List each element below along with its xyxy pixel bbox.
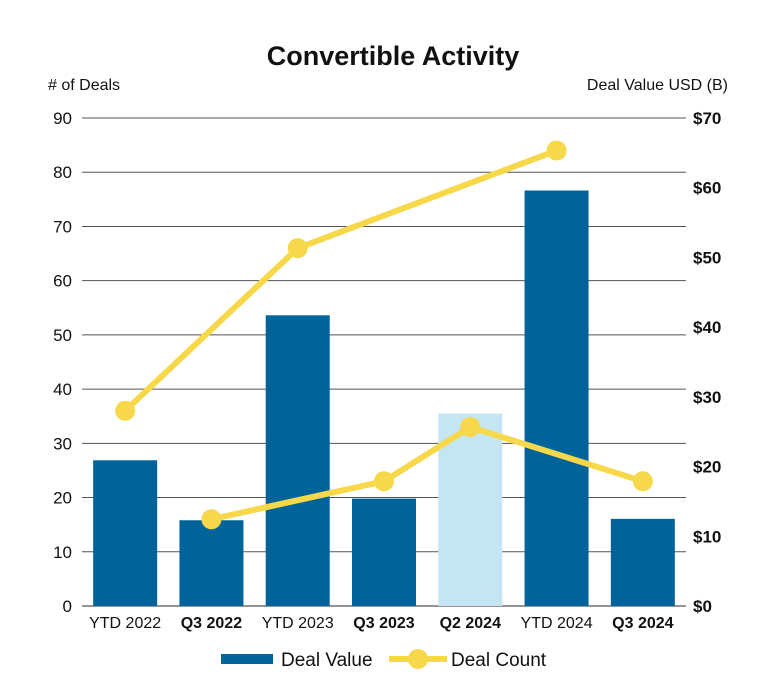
- left-tick-label: 20: [53, 489, 72, 508]
- x-tick-label: YTD 2022: [89, 615, 161, 632]
- right-tick-label: $30: [693, 388, 721, 407]
- x-tick-label: Q3 2022: [181, 615, 242, 632]
- left-tick-label: 70: [53, 217, 72, 236]
- x-tick-label: YTD 2023: [262, 615, 334, 632]
- right-tick-label: $10: [693, 527, 721, 546]
- left-tick-label: 50: [53, 326, 72, 345]
- bar-deal-value: [610, 518, 675, 606]
- legend-label-deal-count: Deal Count: [451, 650, 547, 671]
- bar-deal-value: [524, 190, 589, 606]
- x-tick-label: Q2 2024: [440, 615, 501, 632]
- point-deal-count: [374, 471, 394, 492]
- right-tick-label: $70: [693, 109, 721, 128]
- bar-deal-value: [438, 413, 503, 606]
- left-axis-ticks: 0 10 20 30 40 50 60 70 80 90: [53, 109, 72, 616]
- right-tick-label: $50: [693, 248, 721, 267]
- legend-label-deal-value: Deal Value: [281, 650, 373, 671]
- point-deal-count: [546, 140, 567, 161]
- legend: Deal Value Deal Count: [221, 649, 547, 671]
- x-tick-label: Q3 2024: [612, 615, 673, 632]
- left-tick-label: 80: [53, 163, 72, 182]
- x-axis-ticks: YTD 2022 Q3 2022 YTD 2023 Q3 2023 Q2 2024 YTD…: [89, 615, 674, 632]
- deal-count-lines: [115, 140, 653, 530]
- line-deal-count: [210, 424, 644, 523]
- deal-value-bars: [93, 190, 675, 606]
- right-axis-ticks: $0 $10 $20 $30 $40 $50 $60 $70: [693, 109, 721, 616]
- left-tick-label: 0: [63, 597, 72, 616]
- x-tick-label: YTD 2024: [521, 615, 593, 632]
- left-tick-label: 10: [53, 543, 72, 562]
- left-tick-label: 60: [53, 272, 72, 291]
- point-deal-count: [115, 400, 136, 421]
- left-tick-label: 90: [53, 109, 72, 128]
- bar-deal-value: [93, 460, 158, 606]
- bar-deal-value: [179, 520, 244, 606]
- right-tick-label: $20: [693, 458, 721, 477]
- left-axis-label: # of Deals: [48, 77, 120, 94]
- left-tick-label: 40: [53, 380, 72, 399]
- bar-deal-value: [352, 498, 416, 606]
- legend-marker-deal-count: [408, 649, 428, 669]
- point-deal-count: [287, 238, 308, 259]
- point-deal-count: [201, 509, 222, 530]
- right-tick-label: $0: [693, 597, 712, 616]
- right-axis-label: Deal Value USD (B): [587, 77, 728, 94]
- right-tick-label: $40: [693, 318, 721, 337]
- bar-deal-value: [265, 315, 330, 606]
- left-tick-label: 30: [53, 434, 72, 453]
- chart-title: Convertible Activity: [267, 41, 520, 71]
- point-deal-count: [460, 417, 481, 438]
- legend-swatch-deal-value: [221, 654, 273, 664]
- point-deal-count: [632, 471, 653, 492]
- x-tick-label: Q3 2023: [353, 615, 414, 632]
- right-tick-label: $60: [693, 179, 721, 198]
